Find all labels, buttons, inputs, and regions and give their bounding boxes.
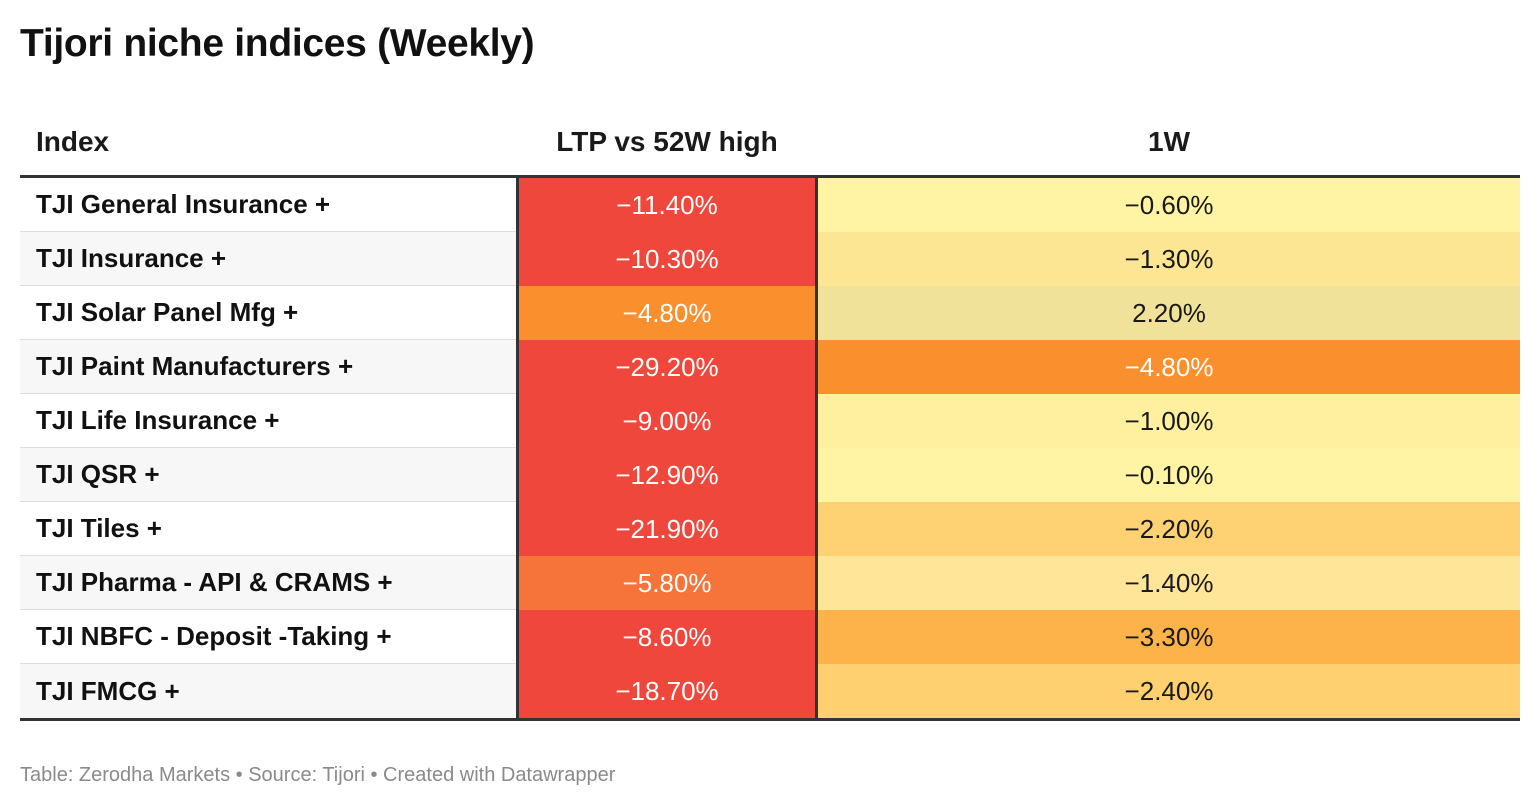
table-row: TJI NBFC - Deposit -Taking + −8.60% −3.3… [20,610,1520,664]
header-ltp-vs-52w-high[interactable]: LTP vs 52W high [556,125,778,157]
index-name-cell: TJI General Insurance + [20,178,516,232]
table-row: TJI QSR + −12.90% −0.10% [20,448,1520,502]
ltp-vs-52w-cell: −5.80% [516,556,818,610]
ltp-vs-52w-cell: −9.00% [516,394,818,448]
index-name-cell: TJI NBFC - Deposit -Taking + [20,610,516,664]
one-week-cell: −1.30% [818,232,1520,286]
index-name-cell: TJI Insurance + [20,232,516,286]
index-name-cell: TJI Pharma - API & CRAMS + [20,556,516,610]
table-row: TJI Paint Manufacturers + −29.20% −4.80% [20,340,1520,394]
table-row: TJI Solar Panel Mfg + −4.80% 2.20% [20,286,1520,340]
table-row: TJI Pharma - API & CRAMS + −5.80% −1.40% [20,556,1520,610]
table-row: TJI Tiles + −21.90% −2.20% [20,502,1520,556]
ltp-vs-52w-cell: −11.40% [516,178,818,232]
table-row: TJI FMCG + −18.70% −2.40% [20,664,1520,718]
one-week-cell: −3.30% [818,610,1520,664]
table-row: TJI Life Insurance + −9.00% −1.00% [20,394,1520,448]
index-name-cell: TJI Solar Panel Mfg + [20,286,516,340]
table-header: Index LTP vs 52W high 1W [20,108,1520,178]
one-week-cell: −4.80% [818,340,1520,394]
ltp-vs-52w-cell: −18.70% [516,664,818,718]
ltp-vs-52w-cell: −4.80% [516,286,818,340]
one-week-cell: −1.40% [818,556,1520,610]
index-name-cell: TJI Life Insurance + [20,394,516,448]
ltp-vs-52w-cell: −21.90% [516,502,818,556]
one-week-cell: −0.60% [818,178,1520,232]
chart-title: Tijori niche indices (Weekly) [20,22,535,65]
one-week-cell: 2.20% [818,286,1520,340]
index-name-cell: TJI Tiles + [20,502,516,556]
one-week-cell: −2.40% [818,664,1520,718]
source-footer: Table: Zerodha Markets • Source: Tijori … [20,764,616,786]
header-1w[interactable]: 1W [1148,125,1190,157]
table-body: TJI General Insurance + −11.40% −0.60% T… [20,178,1520,721]
one-week-cell: −0.10% [818,448,1520,502]
header-index[interactable]: Index [36,125,110,157]
indices-table: Index LTP vs 52W high 1W TJI General Ins… [20,108,1520,721]
ltp-vs-52w-cell: −8.60% [516,610,818,664]
index-name-cell: TJI QSR + [20,448,516,502]
one-week-cell: −1.00% [818,394,1520,448]
table-row: TJI Insurance + −10.30% −1.30% [20,232,1520,286]
index-name-cell: TJI FMCG + [20,664,516,718]
ltp-vs-52w-cell: −12.90% [516,448,818,502]
one-week-cell: −2.20% [818,502,1520,556]
table-row: TJI General Insurance + −11.40% −0.60% [20,178,1520,232]
ltp-vs-52w-cell: −29.20% [516,340,818,394]
ltp-vs-52w-cell: −10.30% [516,232,818,286]
index-name-cell: TJI Paint Manufacturers + [20,340,516,394]
